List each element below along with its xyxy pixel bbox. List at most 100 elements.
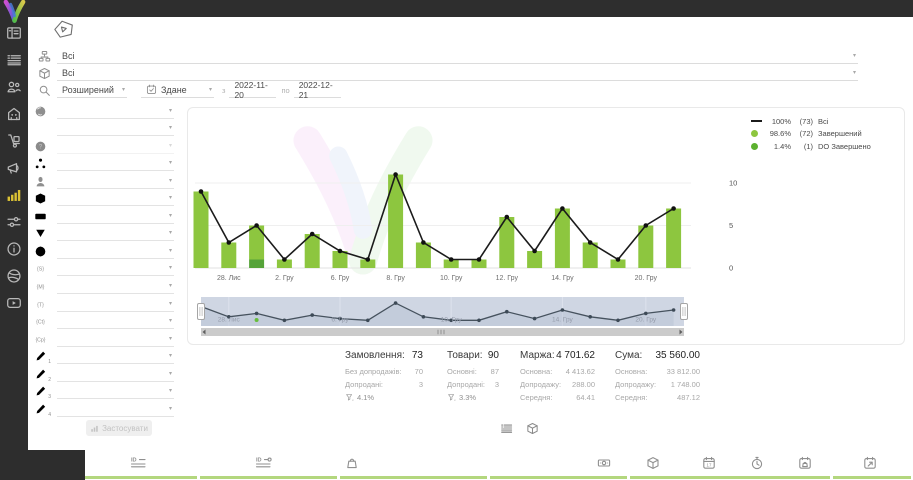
product-pentagon-icon[interactable] [52,19,76,39]
legend-item[interactable]: 98.6% (72) Завершений [751,128,901,141]
column-product-icon[interactable] [646,456,660,470]
column-time-icon[interactable] [750,456,764,470]
line-point[interactable] [198,189,204,194]
filter-person-select[interactable]: ▾ [57,174,174,189]
orders-chart[interactable]: 0 5 10 28. Лис 2. Гру 6. Гру 8. Гру 10. Гру 12. … [188,108,904,344]
filter-custom-2-select[interactable]: ▾ [57,367,174,382]
line-point[interactable] [365,257,371,262]
chart-scrollbar[interactable] [201,328,684,336]
filter-utm-medium-select[interactable]: ▾ [57,279,174,294]
store-icon[interactable] [6,106,22,122]
line-point[interactable] [560,206,565,211]
line-point[interactable] [226,240,232,245]
table-header-cell[interactable] [630,452,830,479]
bar-completed[interactable] [554,208,570,269]
column-order-date-icon[interactable] [798,456,812,470]
line-point[interactable] [587,240,593,245]
products-view-toggle[interactable] [526,422,539,435]
filter-custom-4-select[interactable]: ▾ [57,402,174,417]
line-point[interactable] [337,248,343,254]
analytics-icon[interactable] [6,187,22,203]
video-icon[interactable] [6,295,22,311]
filter-utm-campaign-select[interactable]: ▾ [57,332,174,347]
line-point[interactable] [532,248,537,254]
settings-icon[interactable] [6,214,22,230]
bar-completed[interactable] [276,259,292,269]
column-export-date-icon[interactable] [863,456,877,470]
filter-utm-source-select[interactable]: ▾ [57,261,174,277]
table-header-cell[interactable] [200,452,337,479]
date-from-input[interactable]: 2022-11-20 [229,80,277,100]
bar-completed[interactable] [443,259,459,269]
scroll-left-arrow[interactable] [202,329,206,335]
bar-completed[interactable] [332,251,348,268]
table-header-cell[interactable] [340,452,487,479]
bar-completed[interactable] [221,242,237,269]
table-header-cell[interactable] [85,452,197,479]
search-mode-select[interactable]: Розширений ▾ [57,83,127,98]
bar-completed[interactable] [249,225,265,260]
bar-completed[interactable] [499,217,515,268]
line-point[interactable] [309,231,315,237]
bar-completed[interactable] [193,191,209,269]
customers-icon[interactable] [6,79,22,95]
line-point[interactable] [671,206,676,211]
bar-do-completed[interactable] [249,259,265,269]
orders-icon[interactable] [6,52,22,68]
filter-product-select[interactable]: ▾ [57,191,174,207]
line-point[interactable] [615,257,621,262]
line-point[interactable] [476,257,482,262]
line-point[interactable] [393,172,398,177]
marketing-icon[interactable] [6,160,22,176]
line-point[interactable] [643,223,649,228]
dashboard-icon[interactable] [6,25,22,41]
bar-completed[interactable] [666,208,682,269]
integrations-icon[interactable] [6,268,22,284]
column-order-icon[interactable] [345,456,359,470]
line-point[interactable] [504,214,510,220]
table-header-cell[interactable] [833,452,911,479]
nav-handle-left[interactable] [197,303,205,320]
apply-button[interactable]: Застосувати [86,420,152,436]
column-date-icon[interactable]: 17 [702,456,716,470]
line-point[interactable] [282,257,287,262]
filter-payment-select[interactable]: ▾ [57,209,174,224]
bar-completed[interactable] [388,174,404,269]
line-point[interactable] [448,257,454,262]
nav-handle-right[interactable] [680,303,688,320]
line-point[interactable] [254,223,259,228]
bar-completed[interactable] [304,234,320,268]
filter-utm-term-select[interactable]: ▾ [57,297,174,312]
product-filter-select[interactable]: Всі ▾ [57,66,858,81]
date-mode-select[interactable]: Здане ▾ [141,83,214,98]
filter-website-select[interactable]: ▾ [57,244,174,259]
info-icon[interactable] [6,241,22,257]
filter-custom-1-select[interactable]: ▾ [57,349,174,365]
bar-completed[interactable] [415,242,431,269]
column-id-ref-icon[interactable]: ID [255,456,273,470]
source-filter-select[interactable]: Всі ▾ [57,49,858,64]
legend-item[interactable]: 1.4% (1) DO Завершено [751,140,901,153]
scroll-right-arrow[interactable] [679,329,683,335]
bar-completed[interactable] [527,251,543,268]
filter-custom-3-select[interactable]: ▾ [57,384,174,400]
bar-completed[interactable] [610,259,626,269]
bar-completed[interactable] [638,225,654,269]
legend-item[interactable]: 100% (73) Всі [751,115,901,128]
bar-completed[interactable] [582,242,598,269]
bar-completed[interactable] [360,259,376,269]
orders-list-view-toggle[interactable] [500,422,513,435]
filter-funnel-select[interactable]: ▾ [57,226,174,242]
filter-structure-select[interactable]: ▾ [57,156,174,172]
filter-utm-content-select[interactable]: ▾ [57,314,174,330]
date-to-input[interactable]: 2022-12-21 [293,80,341,100]
delivery-icon[interactable] [6,133,22,149]
filter-status-select[interactable]: ▾ [57,139,174,154]
table-header-cell[interactable] [490,452,627,479]
filter-globe-select[interactable]: ▾ [57,104,174,119]
filter-level-select[interactable]: ▾ [57,121,174,137]
column-id-icon[interactable]: ID [130,456,148,470]
line-point[interactable] [421,240,426,245]
column-payment-icon[interactable] [597,456,611,470]
bar-completed[interactable] [471,259,487,269]
